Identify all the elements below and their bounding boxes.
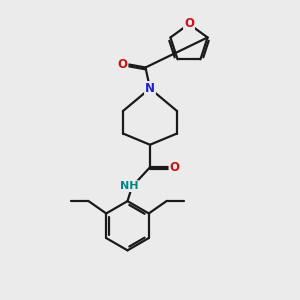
Text: N: N (145, 82, 155, 95)
Text: O: O (169, 161, 180, 174)
Text: NH: NH (120, 181, 138, 191)
Text: O: O (184, 17, 194, 31)
Text: O: O (117, 58, 128, 71)
